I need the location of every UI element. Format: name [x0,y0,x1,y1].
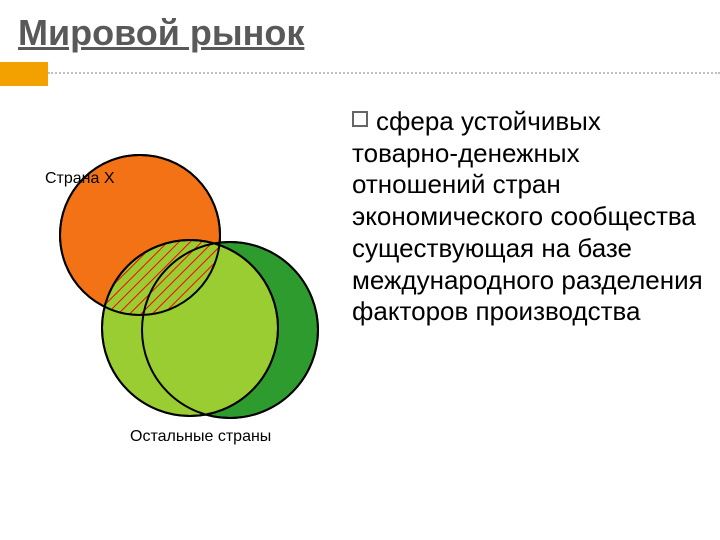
label-country-x: Страна Х [45,170,115,188]
label-other-countries: Остальные страны [130,428,271,446]
body-text: сфера устойчивых товарно-денежных отноше… [352,106,703,326]
body-text-block: сфера устойчивых товарно-денежных отноше… [352,106,712,328]
page-title: Мировой рынок [18,12,304,54]
bullet-checkbox-icon [352,111,368,127]
accent-bar [0,62,48,86]
divider-line [48,72,720,74]
